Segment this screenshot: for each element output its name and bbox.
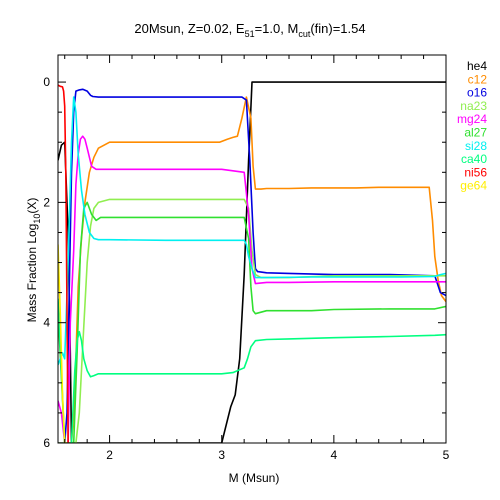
legend-entry-ca40: ca40 [461, 152, 487, 166]
series-layer [58, 81, 446, 443]
y-axis-label: Mass Fraction Log10(X) [25, 198, 42, 323]
y-tick-label: 2 [43, 195, 50, 209]
x-tick-label: 5 [443, 448, 450, 462]
series-line-ni56 [58, 84, 69, 443]
y-tick-label: 4 [43, 316, 50, 330]
series-line-mg24 [58, 135, 446, 443]
legend-entry-o16: o16 [467, 86, 487, 100]
legend-entry-ge64: ge64 [460, 179, 487, 193]
ticks-layer: 2 3 4 5 0 2 4 6 [43, 55, 450, 462]
legend-entry-si28: si28 [465, 139, 487, 153]
y-tick-label: 0 [43, 75, 50, 89]
legend-entry-na23: na23 [460, 99, 487, 113]
legend-entry-al27: al27 [464, 126, 487, 140]
x-tick-label: 2 [106, 448, 113, 462]
x-tick-label: 4 [331, 448, 338, 462]
series-line-ca40 [58, 298, 446, 443]
x-tick-label: 3 [218, 448, 225, 462]
legend-entry-he4: he4 [467, 59, 487, 73]
plot-frame [57, 54, 447, 444]
legend-entry-c12: c12 [468, 72, 488, 86]
series-line-si28 [58, 96, 446, 366]
series-line-he4 [58, 81, 446, 443]
x-axis-label: M (Msun) [229, 471, 280, 485]
series-line-ge64 [58, 244, 67, 443]
legend-entry-mg24: mg24 [457, 112, 487, 126]
y-tick-label: 6 [43, 436, 50, 450]
chart-title: 20Msun, Z=0.02, E51=1.0, Mcut(fin)=1.54 [134, 21, 365, 39]
legend-entry-ni56: ni56 [464, 165, 487, 179]
